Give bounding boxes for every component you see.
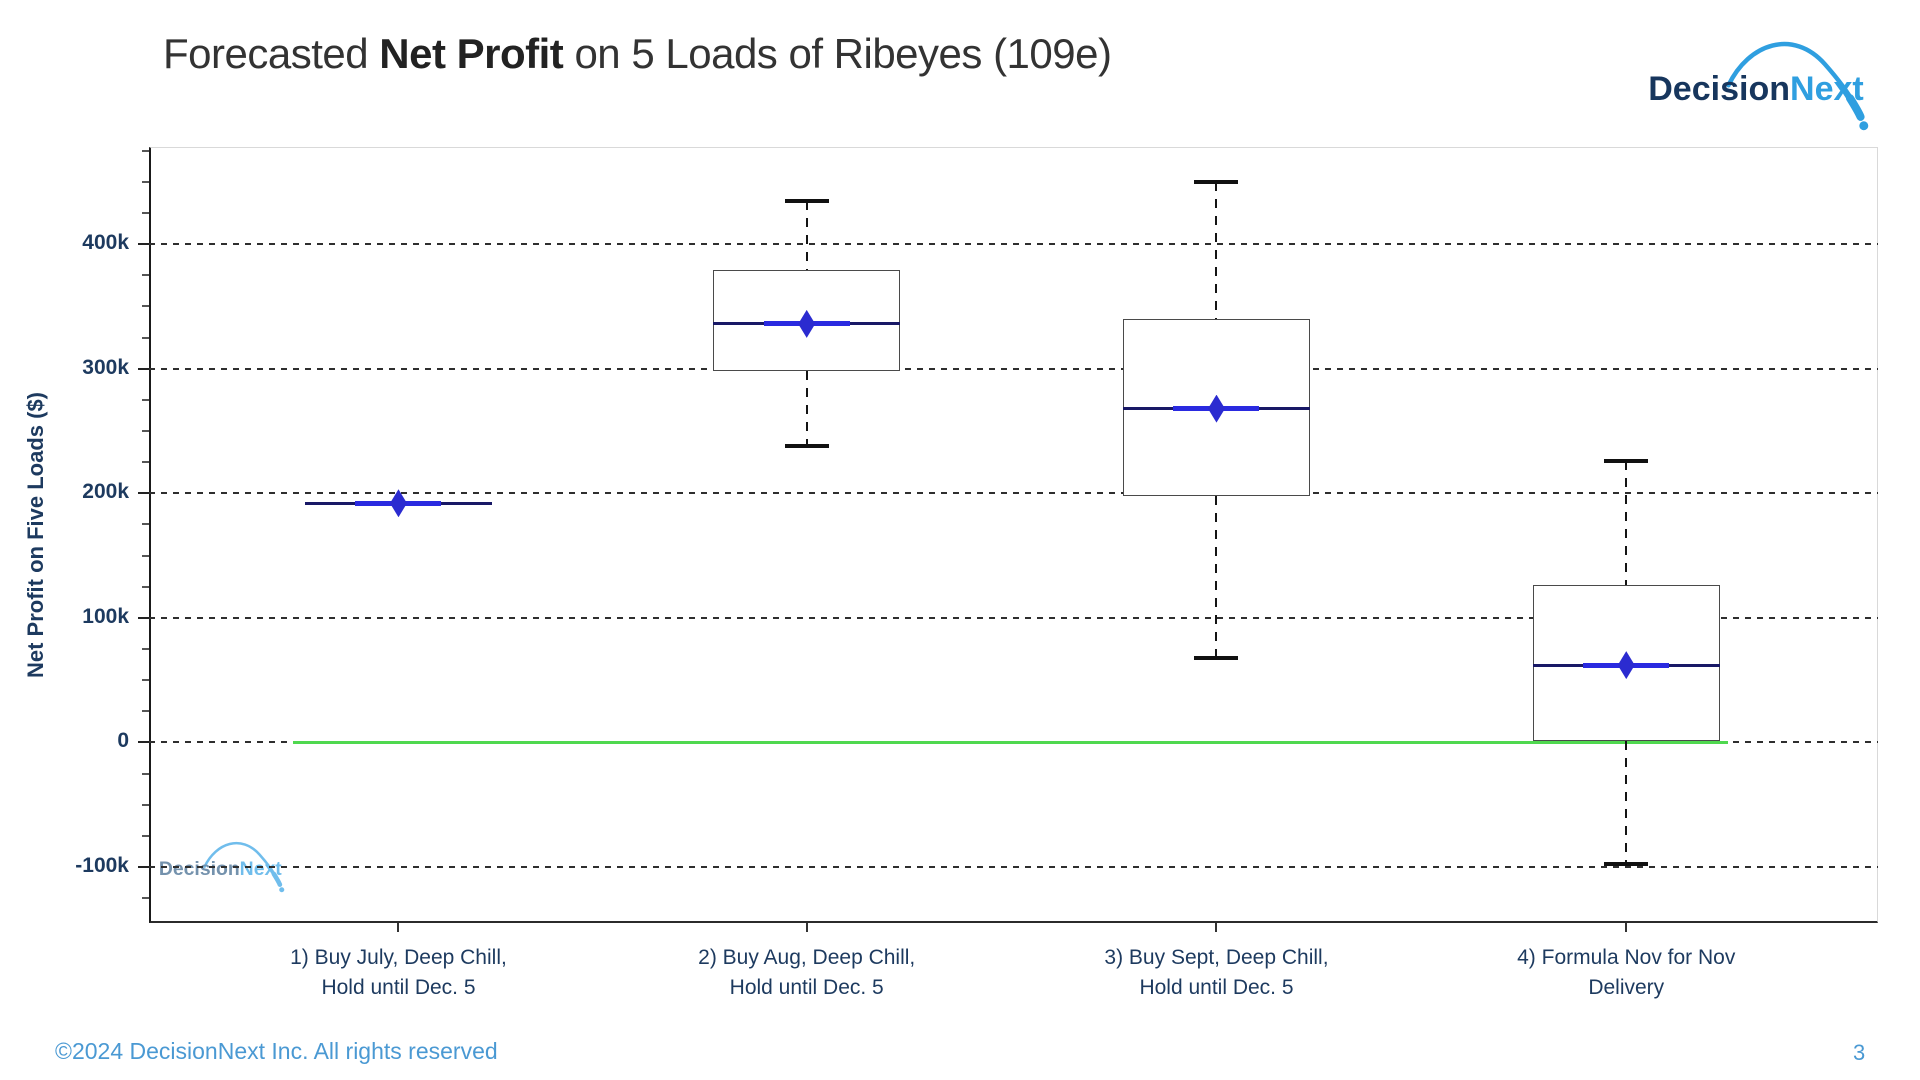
- page-title: Forecasted Net Profit on 5 Loads of Ribe…: [163, 30, 1112, 78]
- upper-whisker: [1625, 460, 1628, 586]
- x-category-label: 3) Buy Sept, Deep Chill, Hold until Dec.…: [1104, 946, 1329, 1000]
- title-part-3: on 5 Loads of Ribeyes (109e): [563, 30, 1112, 77]
- x-tick-mark: [805, 923, 808, 932]
- gridline-400k: [149, 243, 1878, 246]
- mean-diamond-marker: [1207, 394, 1225, 423]
- lower-whisker-cap: [1604, 862, 1649, 867]
- watermark-word-next: Next: [240, 858, 283, 880]
- upper-whisker: [1215, 181, 1218, 319]
- copyright-text: ©2024 DecisionNext Inc. All rights reser…: [55, 1038, 498, 1064]
- y-tick-label: -100k: [75, 853, 129, 877]
- lower-whisker: [1215, 495, 1218, 658]
- y-minor-tick-mark: [142, 336, 149, 339]
- y-tick-mark: [138, 616, 149, 619]
- x-tick-mark: [1215, 923, 1218, 932]
- mean-diamond-marker: [389, 489, 407, 518]
- logo-word-decision: Decision: [1648, 70, 1790, 108]
- y-tick-label: 400k: [82, 231, 129, 255]
- y-minor-tick-mark: [142, 803, 149, 806]
- y-minor-tick-mark: [142, 585, 149, 588]
- watermark-arc-tail-icon: [271, 871, 283, 887]
- y-minor-tick-mark: [142, 834, 149, 837]
- upper-whisker-cap: [784, 198, 829, 203]
- upper-whisker-cap: [1604, 458, 1649, 463]
- mean-diamond-marker: [1617, 651, 1635, 680]
- y-minor-tick-mark: [142, 398, 149, 401]
- y-minor-tick-mark: [142, 274, 149, 277]
- y-minor-tick-mark: [142, 554, 149, 557]
- y-minor-tick-mark: [142, 461, 149, 464]
- upper-whisker-cap: [1194, 179, 1239, 184]
- logo-arc-icon: [1726, 41, 1858, 107]
- x-tick-mark: [397, 923, 400, 932]
- mean-diamond-marker: [798, 309, 816, 338]
- y-tick-mark: [138, 367, 149, 370]
- y-minor-tick-mark: [142, 647, 149, 650]
- y-tick-label: 0: [117, 729, 129, 753]
- title-part-1: Forecasted: [163, 30, 380, 77]
- logo-dot-icon: [1859, 121, 1869, 131]
- watermark-dot-icon: [279, 887, 285, 893]
- gridline-200k: [149, 492, 1878, 495]
- gridline-100k: [149, 616, 1878, 619]
- y-minor-tick-mark: [142, 149, 149, 152]
- y-minor-tick-mark: [142, 429, 149, 432]
- y-tick-mark: [138, 865, 149, 868]
- gridline-300k: [149, 367, 1878, 370]
- decisionnext-logo: DecisionNext: [1648, 41, 1869, 131]
- y-tick-label: 200k: [82, 480, 129, 504]
- page-number: 3: [1853, 1040, 1866, 1065]
- y-minor-tick-mark: [142, 897, 149, 900]
- y-tick-mark: [138, 243, 149, 246]
- watermark-word-decision: Decision: [159, 858, 240, 880]
- gridline--100k: [149, 865, 1878, 868]
- y-minor-tick-mark: [142, 180, 149, 183]
- zero-reference-line: [292, 740, 1728, 744]
- x-category-label: 4) Formula Nov for Nov Delivery: [1517, 946, 1736, 1000]
- y-axis-title: Net Profit on Five Loads ($): [23, 391, 48, 679]
- plot-area: [149, 147, 1878, 923]
- y-minor-tick-mark: [142, 523, 149, 526]
- y-minor-tick-mark: [142, 212, 149, 215]
- logo-arc-tail-icon: [1845, 94, 1865, 121]
- title-part-2: Net Profit: [379, 30, 564, 77]
- y-minor-tick-mark: [142, 305, 149, 308]
- y-minor-tick-mark: [142, 679, 149, 682]
- svg-text:DecisionNext: DecisionNext: [159, 858, 282, 880]
- svg-text:DecisionNext: DecisionNext: [1648, 70, 1864, 108]
- y-minor-tick-mark: [142, 710, 149, 713]
- lower-whisker-cap: [1194, 655, 1239, 660]
- upper-whisker: [805, 200, 808, 271]
- x-category-label: 1) Buy July, Deep Chill, Hold until Dec.…: [290, 946, 507, 1000]
- lower-whisker: [805, 371, 808, 446]
- y-tick-mark: [138, 741, 149, 744]
- lower-whisker: [1625, 741, 1628, 865]
- y-tick-label: 100k: [82, 604, 129, 628]
- y-tick-mark: [138, 492, 149, 495]
- lower-whisker-cap: [784, 443, 829, 448]
- y-tick-label: 300k: [82, 355, 129, 379]
- watermark-arc-icon: [203, 842, 278, 880]
- y-minor-tick-mark: [142, 772, 149, 775]
- x-tick-mark: [1625, 923, 1628, 932]
- decisionnext-watermark: DecisionNext: [159, 842, 285, 893]
- logo-word-next: Next: [1790, 70, 1864, 108]
- x-category-label: 2) Buy Aug, Deep Chill, Hold until Dec. …: [698, 946, 916, 1000]
